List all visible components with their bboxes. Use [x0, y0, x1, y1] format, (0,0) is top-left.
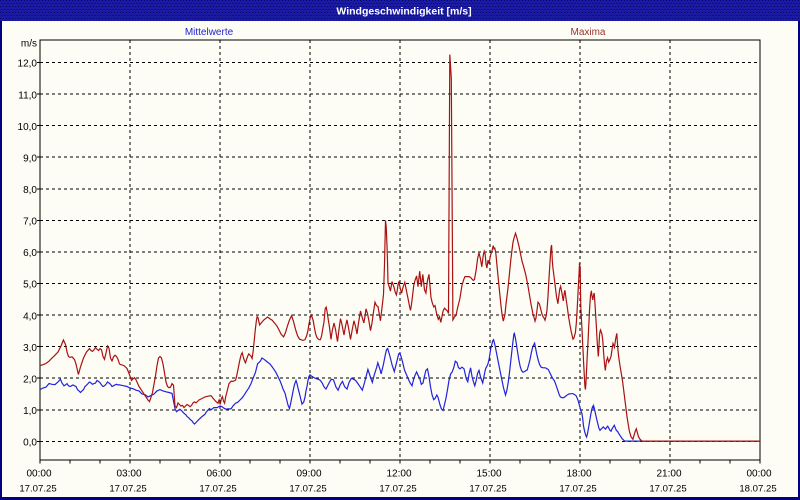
svg-text:00:00: 00:00	[26, 469, 51, 480]
svg-text:09:00: 09:00	[296, 469, 321, 480]
svg-text:17.07.25: 17.07.25	[199, 484, 236, 495]
svg-text:18:00: 18:00	[566, 469, 591, 480]
svg-text:Mittelwerte: Mittelwerte	[185, 27, 234, 38]
svg-text:17.07.25: 17.07.25	[289, 484, 326, 495]
svg-text:06:00: 06:00	[206, 469, 231, 480]
svg-text:0,0: 0,0	[23, 438, 37, 449]
svg-text:3,0: 3,0	[23, 343, 37, 354]
svg-text:17.07.25: 17.07.25	[109, 484, 146, 495]
svg-text:11,0: 11,0	[18, 90, 37, 101]
svg-text:Maxima: Maxima	[570, 27, 605, 38]
svg-text:15:00: 15:00	[476, 469, 501, 480]
svg-text:18.07.25: 18.07.25	[739, 484, 776, 495]
svg-text:17.07.25: 17.07.25	[469, 484, 506, 495]
svg-text:m/s: m/s	[21, 39, 37, 50]
svg-text:Windgeschwindigkeit [m/s]: Windgeschwindigkeit [m/s]	[336, 6, 471, 18]
svg-text:6,0: 6,0	[23, 248, 37, 259]
svg-text:12,0: 12,0	[18, 59, 38, 70]
svg-text:17.07.25: 17.07.25	[379, 484, 416, 495]
svg-text:8,0: 8,0	[23, 185, 37, 196]
svg-text:1,0: 1,0	[23, 406, 37, 417]
svg-text:00:00: 00:00	[746, 469, 771, 480]
svg-text:10,0: 10,0	[18, 122, 38, 133]
svg-text:9,0: 9,0	[23, 153, 37, 164]
svg-text:5,0: 5,0	[23, 280, 37, 291]
svg-text:17.07.25: 17.07.25	[649, 484, 686, 495]
svg-text:4,0: 4,0	[23, 311, 37, 322]
svg-text:12:00: 12:00	[386, 469, 411, 480]
svg-text:2,0: 2,0	[23, 374, 37, 385]
svg-text:7,0: 7,0	[23, 217, 37, 228]
svg-text:21:00: 21:00	[656, 469, 681, 480]
svg-text:17.07.25: 17.07.25	[19, 484, 56, 495]
svg-text:03:00: 03:00	[116, 469, 141, 480]
svg-text:17.07.25: 17.07.25	[559, 484, 596, 495]
